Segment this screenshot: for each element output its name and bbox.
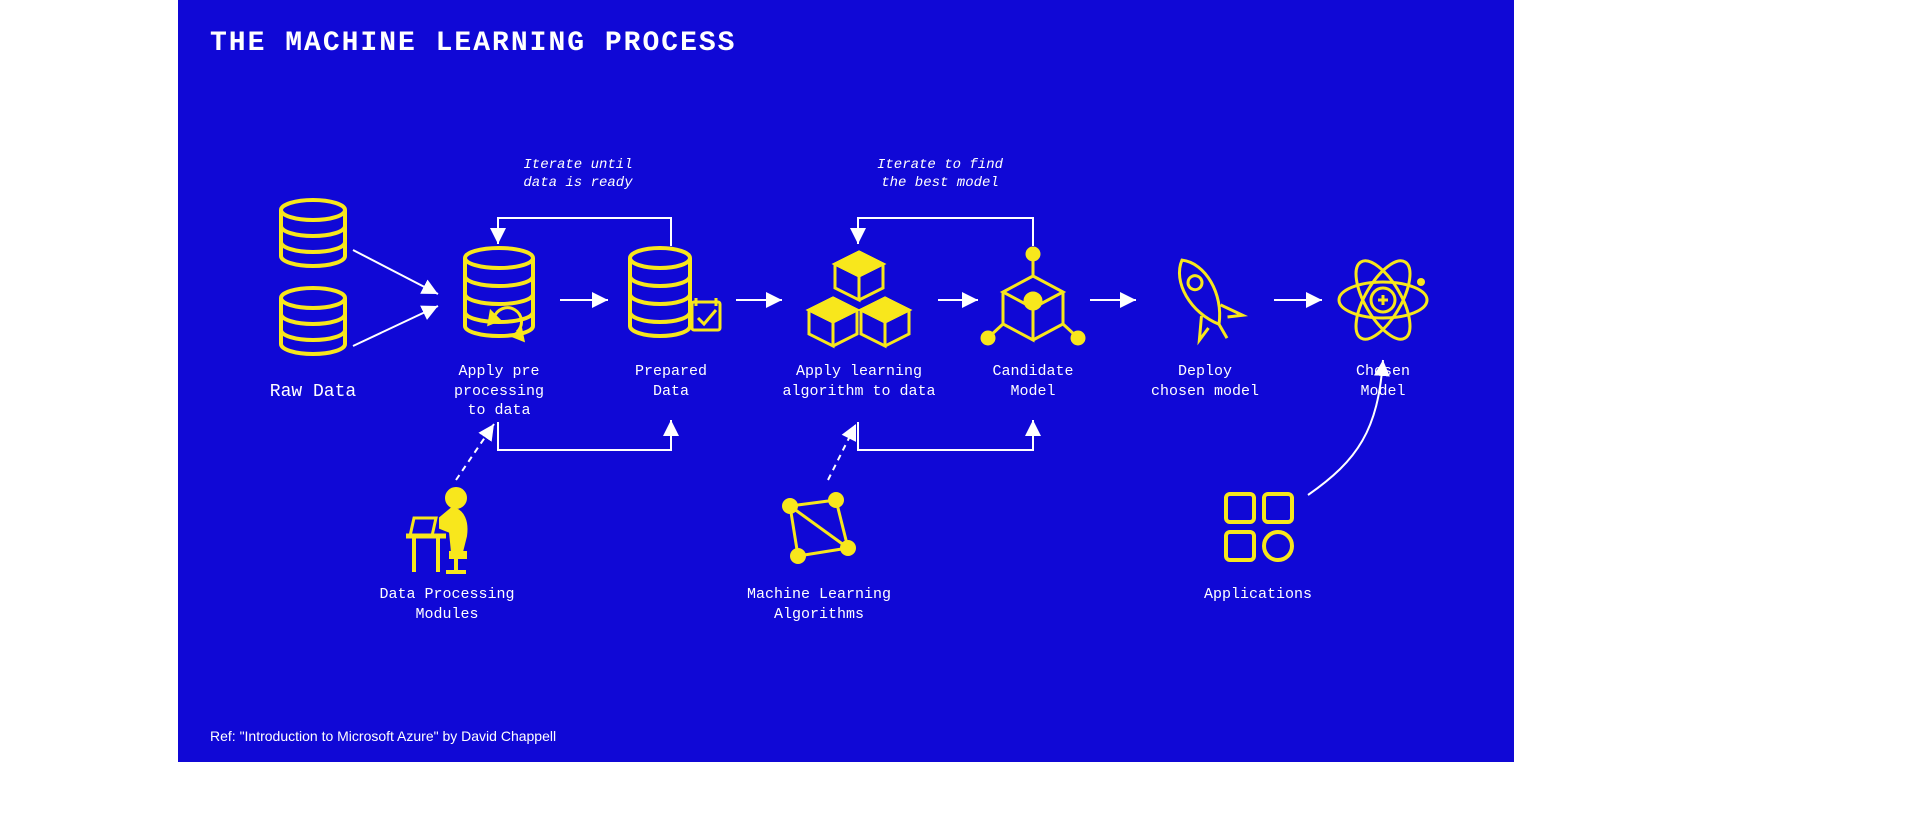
label-applications: Applications <box>1178 585 1338 605</box>
label-preprocess: Apply pre processing to data <box>434 362 564 421</box>
label-candidate: Candidate Model <box>968 362 1098 401</box>
label-apply-algo: Apply learning algorithm to data <box>774 362 944 401</box>
node-applications: Applications <box>1178 482 1338 605</box>
shapes-grid-icon <box>1208 482 1308 577</box>
rocket-icon <box>1150 246 1260 354</box>
graph-nodes-icon <box>764 482 874 577</box>
cubes-icon <box>799 246 919 354</box>
node-ml-algos: Machine Learning Algorithms <box>724 482 914 624</box>
label-data-modules: Data Processing Modules <box>362 585 532 624</box>
label-prepared: Prepared Data <box>606 362 736 401</box>
diagram-slide: THE MACHINE LEARNING PROCESS Iterate unt… <box>178 0 1514 762</box>
database-cycle-icon <box>449 246 549 354</box>
label-ml-algos: Machine Learning Algorithms <box>724 585 914 624</box>
label-raw-data: Raw Data <box>248 381 378 404</box>
reference-text: Ref: "Introduction to Microsoft Azure" b… <box>210 728 556 744</box>
cube-node-icon <box>978 246 1088 354</box>
node-candidate: Candidate Model <box>968 246 1098 401</box>
loop-label-model: Iterate to find the best model <box>850 156 1030 192</box>
node-chosen: Chosen Model <box>1318 246 1448 401</box>
loop-label-data: Iterate until data is ready <box>488 156 668 192</box>
node-deploy: Deploy chosen model <box>1130 246 1280 401</box>
node-data-modules: Data Processing Modules <box>362 482 532 624</box>
node-prepared: Prepared Data <box>606 246 736 401</box>
label-deploy: Deploy chosen model <box>1130 362 1280 401</box>
slide-title: THE MACHINE LEARNING PROCESS <box>210 28 736 59</box>
person-desk-icon <box>392 482 502 577</box>
node-apply-algo: Apply learning algorithm to data <box>774 246 944 401</box>
database-check-icon <box>616 246 726 354</box>
atom-icon <box>1328 246 1438 354</box>
node-raw-data: Raw Data <box>248 198 378 404</box>
label-chosen: Chosen Model <box>1318 362 1448 401</box>
node-preprocess: Apply pre processing to data <box>434 246 564 421</box>
databases-pair-icon <box>263 198 363 373</box>
